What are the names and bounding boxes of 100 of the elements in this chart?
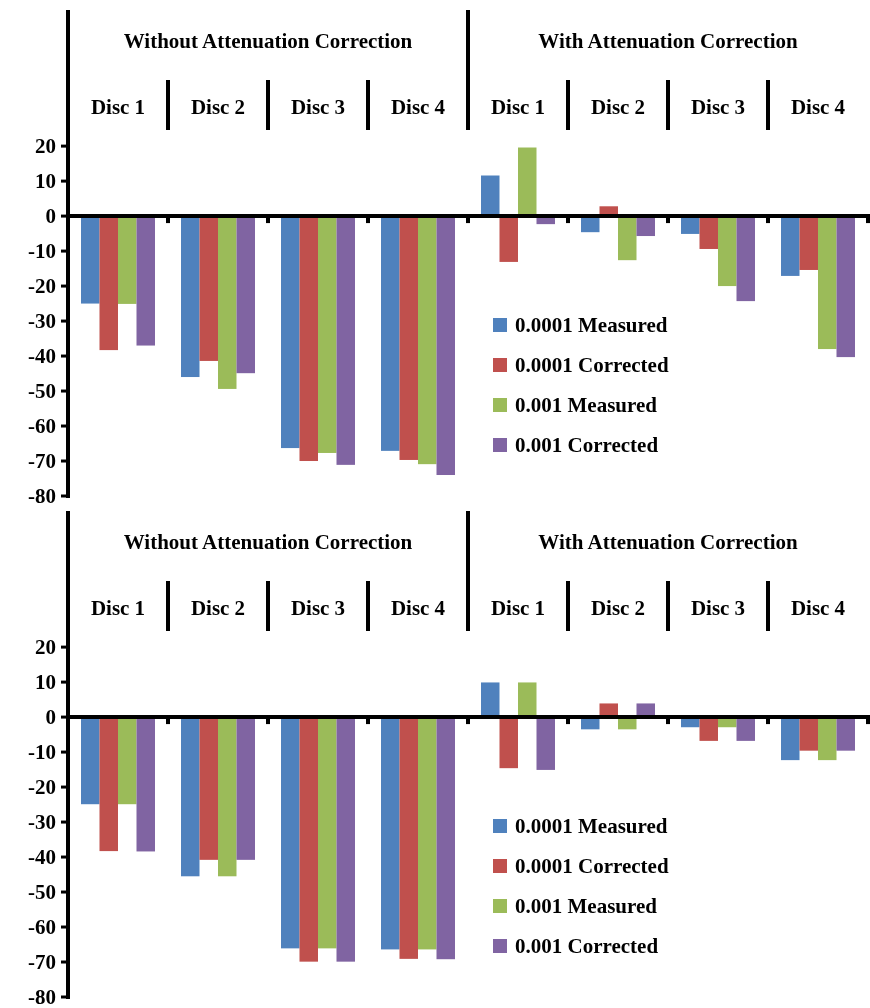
y-tick-label: -10 <box>28 239 56 264</box>
legend-label: 0.0001 Measured <box>515 313 668 338</box>
bar <box>418 216 437 465</box>
legend-label: 0.0001 Corrected <box>515 353 669 378</box>
x-tick-label: Disc 3 <box>690 596 746 620</box>
bar <box>618 216 637 261</box>
bar <box>781 216 800 276</box>
bar <box>236 717 255 860</box>
bar <box>418 717 437 950</box>
x-tick-label: Disc 3 <box>690 95 746 119</box>
x-tick-label: Disc 1 <box>90 95 146 119</box>
bar <box>436 717 455 960</box>
y-tick-label: 20 <box>35 635 56 660</box>
bar <box>336 717 355 962</box>
bar <box>818 717 837 761</box>
y-tick-label: -70 <box>28 449 56 474</box>
bar <box>781 717 800 761</box>
y-tick-label: -60 <box>28 414 56 439</box>
bar <box>118 216 137 304</box>
y-tick-label: -80 <box>28 985 56 1008</box>
bar <box>718 216 737 287</box>
bar <box>136 717 155 852</box>
bar <box>836 717 855 751</box>
legend-label: 0.001 Measured <box>515 393 658 418</box>
annotation: With Attenuation Correction <box>538 29 799 53</box>
bar <box>836 216 855 358</box>
x-tick-label: Disc 4 <box>390 596 446 620</box>
y-tick-label: 20 <box>35 134 56 159</box>
x-tick-label: Disc 2 <box>590 596 646 620</box>
bar <box>399 717 418 959</box>
y-tick-label: -30 <box>28 309 56 334</box>
bar <box>481 175 500 217</box>
bar <box>336 216 355 465</box>
x-tick-label: Disc 4 <box>390 95 446 119</box>
y-tick-label: -30 <box>28 810 56 835</box>
bar <box>236 216 255 374</box>
bar <box>799 216 818 270</box>
bar <box>681 216 700 234</box>
bar <box>518 682 537 718</box>
bar <box>318 717 337 949</box>
bar <box>381 717 400 950</box>
y-tick-label: -20 <box>28 274 56 299</box>
bar <box>736 717 755 741</box>
y-tick-label: -60 <box>28 915 56 940</box>
x-tick-label: Disc 3 <box>290 596 346 620</box>
bar <box>281 717 300 949</box>
x-tick-label: Disc 4 <box>790 95 846 119</box>
y-tick-label: -40 <box>28 344 56 369</box>
bar <box>99 216 118 351</box>
bar <box>281 216 300 449</box>
annotation: Without Attenuation Correction <box>123 530 413 554</box>
annotation: Without Attenuation Correction <box>123 29 413 53</box>
bar <box>81 216 100 304</box>
bar <box>499 717 518 769</box>
legend-label: 0.001 Measured <box>515 894 658 919</box>
bar <box>518 147 537 217</box>
y-tick-label: 0 <box>45 705 56 730</box>
bar <box>699 216 718 249</box>
annotation: With Attenuation Correction <box>538 530 799 554</box>
bar <box>299 717 318 962</box>
bar <box>181 216 200 378</box>
y-tick-label: -10 <box>28 740 56 765</box>
y-tick-label: -50 <box>28 880 56 905</box>
x-tick-label: Disc 2 <box>190 95 246 119</box>
bar <box>699 717 718 741</box>
y-tick-label: -70 <box>28 950 56 975</box>
bar <box>218 216 237 389</box>
legend-label: 0.0001 Measured <box>515 814 668 839</box>
legend-label: 0.0001 Corrected <box>515 854 669 879</box>
bar <box>799 717 818 751</box>
x-tick-label: Disc 1 <box>490 95 546 119</box>
bar <box>481 682 500 718</box>
x-tick-label: Disc 1 <box>490 596 546 620</box>
bar <box>81 717 100 805</box>
bar <box>199 216 218 361</box>
bar <box>399 216 418 460</box>
bar <box>499 216 518 262</box>
bar <box>318 216 337 453</box>
bar <box>218 717 237 877</box>
legend-label: 0.001 Corrected <box>515 934 659 959</box>
y-tick-label: -40 <box>28 845 56 870</box>
y-tick-label: 10 <box>35 670 56 695</box>
bar <box>536 717 555 770</box>
y-tick-label: 0 <box>45 204 56 229</box>
y-tick-label: 10 <box>35 169 56 194</box>
bar <box>199 717 218 860</box>
y-tick-label: -80 <box>28 484 56 509</box>
bar <box>136 216 155 346</box>
y-tick-label: -20 <box>28 775 56 800</box>
bar <box>99 717 118 852</box>
bar <box>818 216 837 350</box>
bar <box>181 717 200 877</box>
bar <box>381 216 400 451</box>
legend-label: 0.001 Corrected <box>515 433 659 458</box>
y-tick-label: -50 <box>28 379 56 404</box>
x-tick-label: Disc 2 <box>190 596 246 620</box>
x-tick-label: Disc 1 <box>90 596 146 620</box>
x-tick-label: Disc 3 <box>290 95 346 119</box>
bar <box>436 216 455 476</box>
bar <box>299 216 318 462</box>
